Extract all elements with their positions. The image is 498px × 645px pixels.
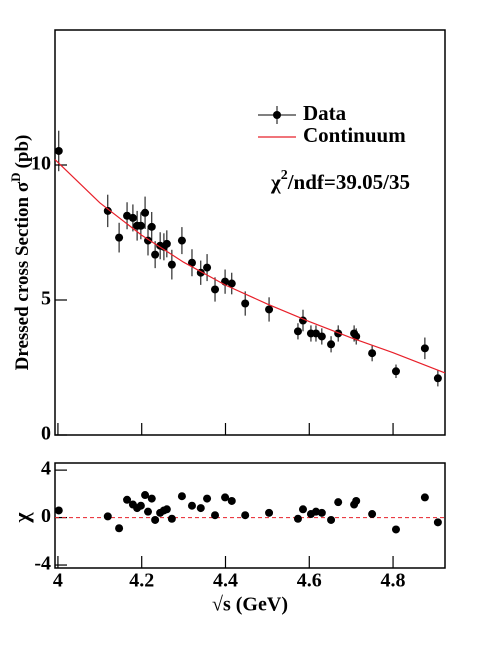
legend-marker [273,111,281,119]
y-axis-label: Dressed cross Section σD (pb) [8,135,33,371]
data-point [151,250,160,259]
residual-point [203,494,212,503]
residual-point [334,498,343,507]
plot-frame [54,462,446,569]
legend-label: Continuum [303,123,406,147]
data-point [54,146,63,155]
data-point [433,374,442,383]
data-point [211,285,220,294]
residual-point [177,492,186,501]
residual-point [391,525,400,534]
annotation-main: χ [270,170,281,194]
residual-point [265,508,274,517]
y-axis-label: χ [9,512,34,524]
annotation-rest: /ndf=39.05/35 [287,170,410,194]
residual-point [141,491,150,500]
x-tick-label: 4 [53,570,63,592]
residual-point [221,493,230,502]
residual-point [327,515,336,524]
residual-point [147,494,156,503]
annotation-sup: 2 [281,168,288,183]
residual-point [54,506,63,515]
data-point [203,263,212,272]
y-label-unit: (pb) [12,135,33,169]
data-point [115,233,124,242]
residual-point [103,512,112,521]
y-tick-label: 5 [41,288,51,310]
residual-point [433,518,442,527]
residual-point [317,508,326,517]
residual-point [123,495,132,504]
residual-point [151,515,160,524]
data-point [177,236,186,245]
x-tick-label: 4.2 [129,570,154,592]
y-label-sup: D [8,172,23,181]
data-point [317,332,326,341]
residual-point [352,496,361,505]
y-label-main: Dressed cross Section σ [12,181,33,370]
residual-point [187,501,196,510]
y-tick-label: -4 [34,553,51,575]
data-point [136,221,145,230]
data-point [141,208,150,217]
x-tick-label: 4.8 [381,570,406,592]
residual-point [115,524,124,533]
fit-annotation: χ2/ndf=39.05/35 [270,168,410,194]
residual-point [241,511,250,520]
residual-point [196,504,205,513]
data-point [147,222,156,231]
y-tick-label: 10 [31,153,51,175]
data-point [368,349,377,358]
residual-point [211,511,220,520]
data-point [293,327,302,336]
data-point [265,305,274,314]
residual-point [167,514,176,523]
data-point [187,258,196,267]
data-point [327,340,336,349]
data-point [162,239,171,248]
residual-point [136,501,145,510]
x-tick-label: 4.4 [213,570,238,592]
y-tick-label: 0 [41,423,51,445]
fit-curve [54,159,446,374]
residual-point [368,510,377,519]
data-point [227,279,236,288]
data-point [391,367,400,376]
y-tick-label: 0 [41,505,51,527]
data-point [241,299,250,308]
residual-point [143,507,152,516]
plot-frame [54,29,446,436]
residual-point [293,514,302,523]
x-tick-label: 4.6 [297,570,322,592]
residual-point [227,496,236,505]
data-point [103,206,112,215]
data-point [420,344,429,353]
residual-point [420,493,429,502]
x-axis-label: √s (GeV) [212,594,288,616]
legend-label: Data [303,101,347,125]
residual-point [298,505,307,514]
y-tick-label: 4 [41,458,51,480]
data-point [128,213,137,222]
residual-point [162,505,171,514]
data-point [167,260,176,269]
